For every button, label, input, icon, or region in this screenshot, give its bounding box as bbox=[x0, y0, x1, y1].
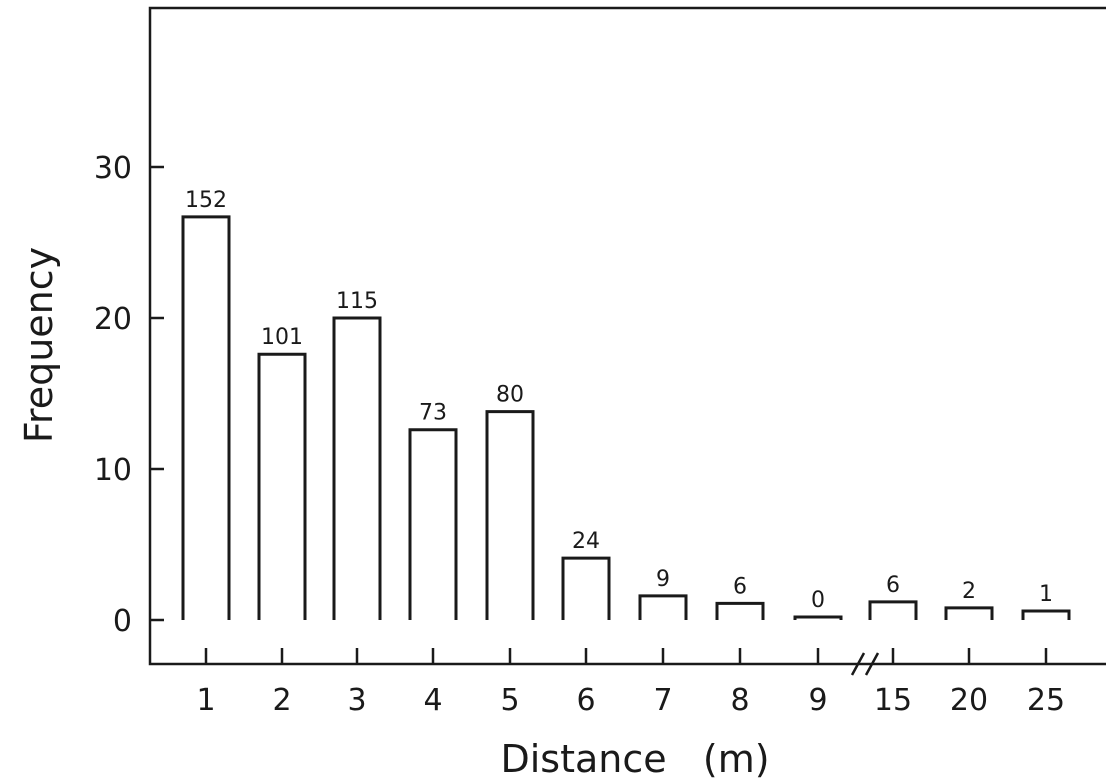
data-label-25: 1 bbox=[1039, 582, 1053, 607]
axis-break-stroke bbox=[850, 652, 866, 676]
bar-1 bbox=[181, 215, 231, 620]
x-axis-title: Distance (m) bbox=[500, 737, 769, 781]
x-tick-label-9: 9 bbox=[808, 683, 827, 718]
data-label-2: 101 bbox=[261, 325, 303, 350]
data-label-8: 6 bbox=[733, 574, 747, 599]
x-tick-label-6: 6 bbox=[576, 683, 595, 718]
bars bbox=[181, 215, 1071, 620]
x-tick-label-3: 3 bbox=[347, 683, 366, 718]
bar-7 bbox=[638, 594, 688, 620]
bar-9 bbox=[793, 615, 843, 620]
bar-8 bbox=[715, 601, 765, 620]
y-tick-label: 0 bbox=[113, 604, 132, 639]
bar-15 bbox=[868, 600, 918, 620]
bar-5 bbox=[485, 410, 535, 620]
plot-frame bbox=[148, 6, 1106, 666]
y-axis-ticks: 0 10 20 30 bbox=[94, 151, 164, 639]
x-tick-label-2: 2 bbox=[272, 683, 291, 718]
data-label-20: 2 bbox=[962, 579, 976, 604]
bar-6 bbox=[561, 556, 611, 620]
x-tick-label-8: 8 bbox=[730, 683, 749, 718]
y-tick-label: 30 bbox=[94, 151, 132, 186]
x-tick-label-20: 20 bbox=[950, 683, 988, 718]
data-label-6: 24 bbox=[572, 529, 600, 554]
data-label-4: 73 bbox=[419, 401, 447, 426]
x-tick-label-25: 25 bbox=[1027, 683, 1065, 718]
x-tick-label-4: 4 bbox=[423, 683, 442, 718]
axes-frame bbox=[148, 6, 1106, 666]
bar-20 bbox=[944, 606, 994, 620]
x-axis-ticks: 1 2 3 4 5 6 7 8 9 15 20 25 bbox=[196, 648, 1065, 718]
data-labels: 152 101 115 73 80 24 9 6 0 6 2 1 bbox=[185, 188, 1053, 613]
data-label-9: 0 bbox=[811, 588, 825, 613]
data-label-3: 115 bbox=[336, 289, 378, 314]
data-label-15: 6 bbox=[886, 573, 900, 598]
bar-25 bbox=[1021, 609, 1071, 620]
bar-2 bbox=[257, 352, 307, 620]
y-tick-label: 10 bbox=[94, 453, 132, 488]
data-label-7: 9 bbox=[656, 567, 670, 592]
bar-3 bbox=[332, 316, 382, 620]
y-axis-title: Frequency bbox=[17, 247, 61, 443]
x-axis-break-marker bbox=[850, 652, 880, 676]
data-label-5: 80 bbox=[496, 383, 524, 408]
x-tick-label-7: 7 bbox=[653, 683, 672, 718]
x-tick-label-5: 5 bbox=[500, 683, 519, 718]
y-tick-label: 20 bbox=[94, 302, 132, 337]
x-tick-label-1: 1 bbox=[196, 683, 215, 718]
axis-break-stroke bbox=[864, 652, 880, 676]
x-tick-label-15: 15 bbox=[874, 683, 912, 718]
data-label-1: 152 bbox=[185, 188, 227, 213]
bar-4 bbox=[408, 428, 458, 620]
